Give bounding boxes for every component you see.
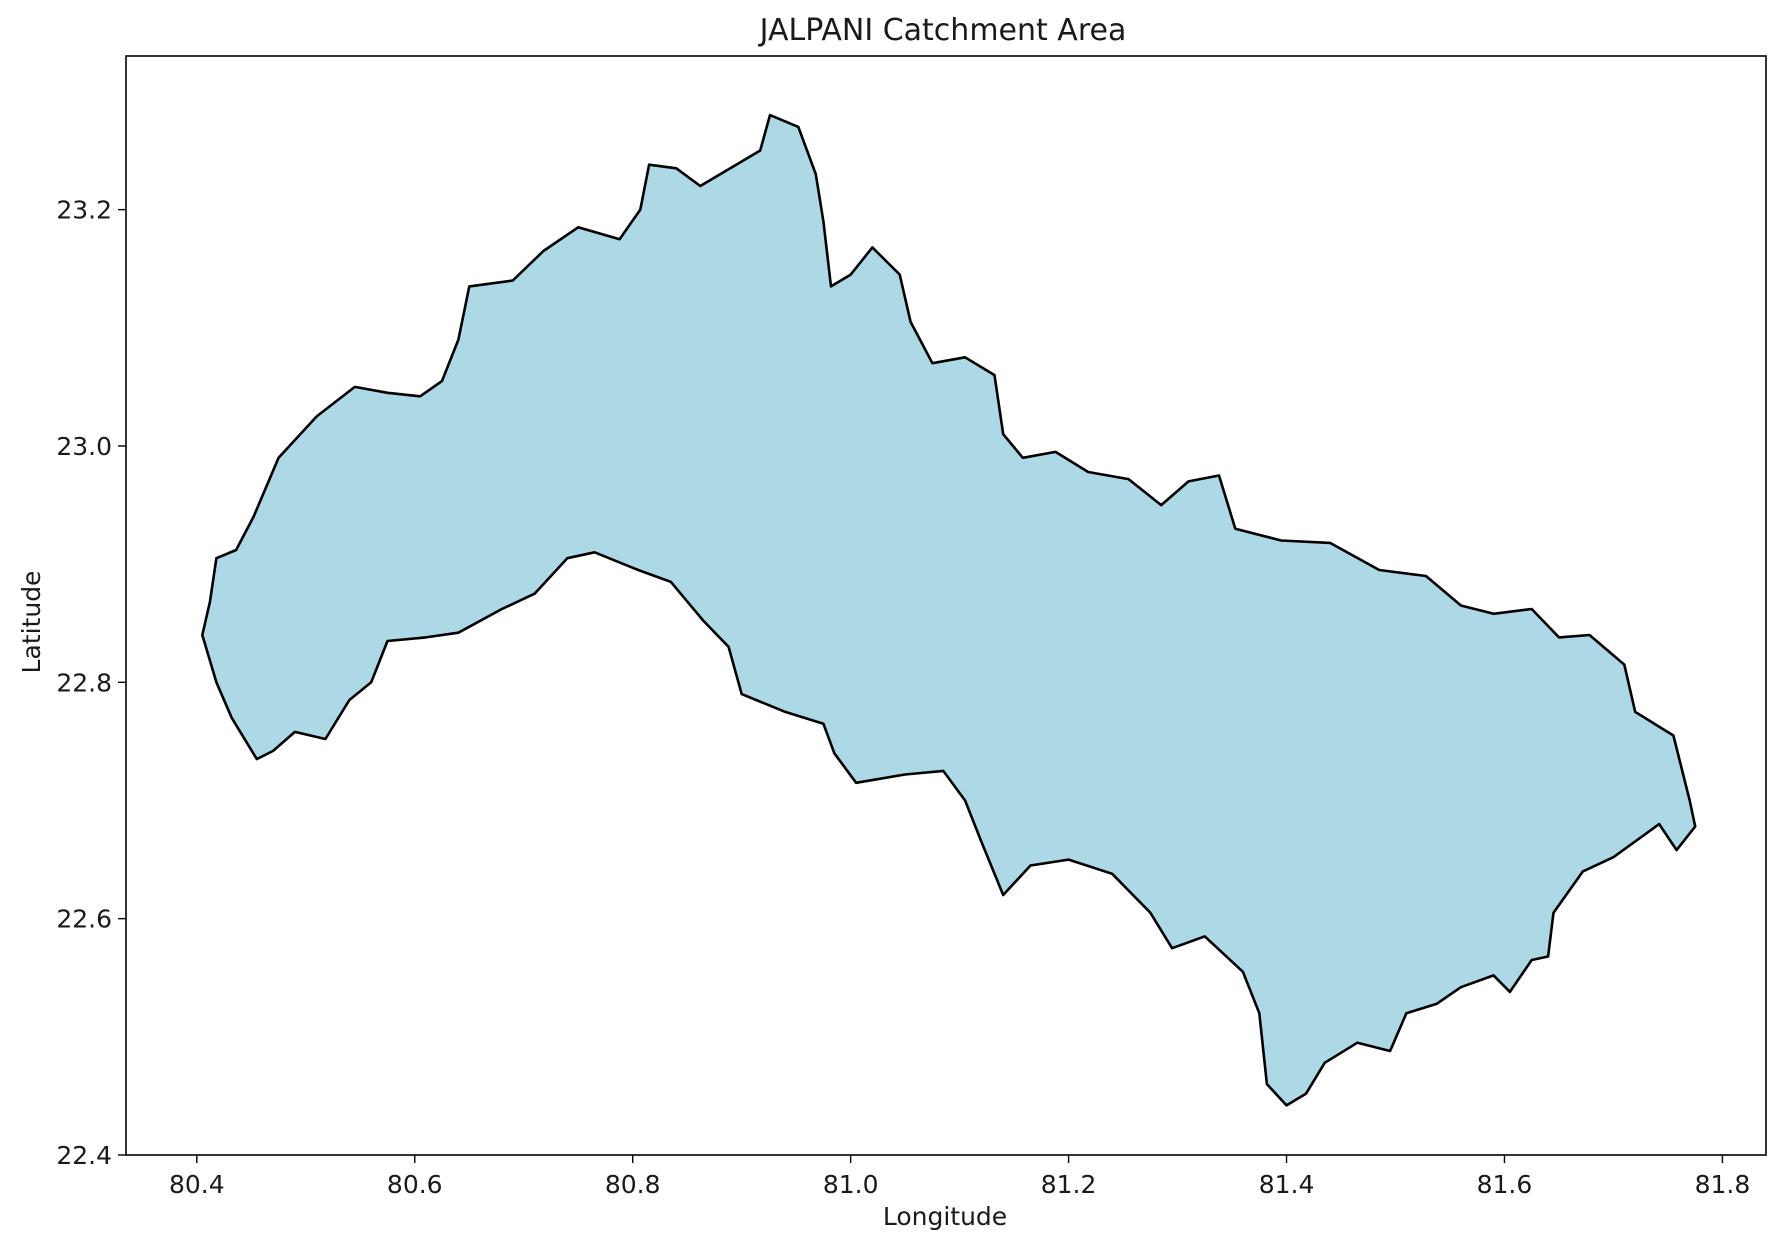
catchment-polygon [201, 113, 1697, 1107]
plot-frame [125, 55, 1767, 1156]
x-tick-label: 80.6 [387, 1170, 443, 1199]
x-tick-label: 81.8 [1695, 1170, 1751, 1199]
map-title: JALPANI Catchment Area [758, 13, 1127, 48]
x-tick-label: 81.0 [823, 1170, 879, 1199]
x-axis-label: Longitude [883, 1202, 1007, 1231]
x-tick-label: 80.8 [605, 1170, 661, 1199]
y-tick-label: 22.4 [56, 1141, 112, 1170]
plot-area [125, 55, 1767, 1156]
y-tick-label: 22.8 [56, 668, 112, 697]
x-tick-label: 81.2 [1041, 1170, 1097, 1199]
y-tick-label: 23.0 [56, 432, 112, 461]
x-tick-label: 81.6 [1477, 1170, 1533, 1199]
y-tick-label: 23.2 [56, 196, 112, 225]
y-axis-ticks: 22.4 22.6 22.8 23.0 23.2 [56, 196, 126, 1170]
x-axis-ticks: 80.4 80.6 80.8 81.0 81.2 81.4 81.6 81.8 [169, 1155, 1750, 1199]
y-tick-label: 22.6 [56, 905, 112, 934]
x-tick-label: 81.4 [1259, 1170, 1315, 1199]
x-tick-label: 80.4 [169, 1170, 225, 1199]
y-axis-label: Latitude [17, 571, 46, 674]
